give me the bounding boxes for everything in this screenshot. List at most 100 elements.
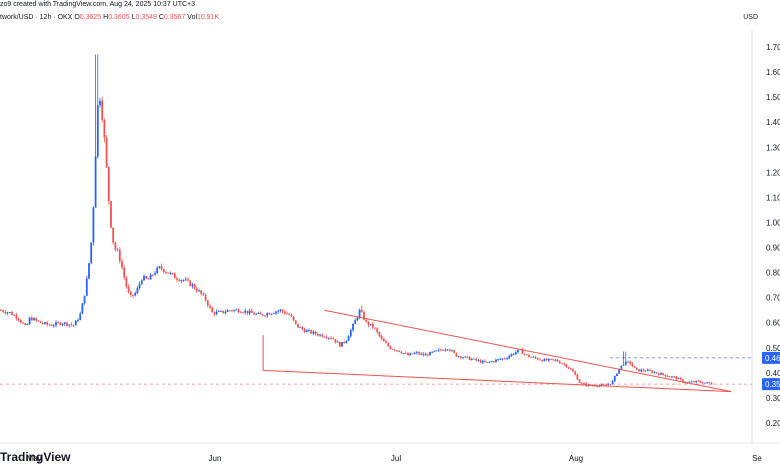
candle-body (398, 350, 401, 352)
candle-body (693, 381, 695, 383)
y-tick-label: 0.60 (766, 319, 780, 328)
candle-body (389, 346, 392, 350)
candle-body (572, 369, 574, 372)
candle-body (279, 309, 282, 311)
candle-body (431, 351, 434, 353)
candle-body (184, 279, 187, 281)
candle-body (217, 311, 220, 313)
candle-body (253, 312, 255, 315)
candle-body (479, 360, 482, 363)
price-badge-label: 0.46 (765, 354, 780, 363)
candle-body (415, 352, 418, 353)
candle-body (380, 335, 383, 339)
candle-body (290, 314, 293, 317)
candle-body (569, 368, 572, 370)
candle-body (345, 340, 348, 343)
candle-body (332, 338, 335, 340)
candle-body (187, 279, 189, 281)
candle-body (272, 313, 275, 315)
candle-body (8, 312, 11, 313)
candle-body (325, 337, 328, 339)
candle-body (455, 352, 458, 357)
candle-body (530, 356, 533, 358)
candle-body (387, 343, 390, 347)
y-tick-label: 0.80 (766, 269, 780, 278)
candle-body (497, 359, 500, 361)
candle-body (2, 310, 5, 313)
candle-body (281, 309, 284, 312)
candle-body (213, 312, 216, 315)
candle-body (13, 315, 16, 316)
candle-body (437, 349, 440, 351)
candle-body (319, 334, 321, 336)
candle-body (596, 386, 599, 387)
candle-body (360, 310, 363, 313)
candle-body (620, 365, 623, 369)
candle-body (316, 333, 319, 336)
candle-body (123, 267, 126, 278)
candle-body (369, 323, 372, 326)
candle-body (255, 313, 258, 315)
candle-body (481, 360, 484, 363)
candle-body (651, 370, 654, 373)
candle-body (365, 319, 368, 322)
candle-body (552, 359, 555, 360)
candle-body (136, 287, 139, 294)
candle-body (464, 356, 467, 358)
candle-body (640, 369, 643, 372)
x-tick-label: Se (752, 454, 762, 463)
candle-body (83, 295, 86, 304)
candle-body (668, 376, 671, 378)
candle-body (534, 356, 537, 359)
x-tick-label: Jun (209, 454, 222, 463)
candle-body (127, 286, 130, 292)
candle-body (11, 312, 13, 316)
candle-body (275, 311, 277, 314)
candle-body (250, 310, 253, 313)
candle-body (677, 378, 680, 380)
candle-body (545, 359, 548, 361)
symbol-label[interactable]: twork/USD · 12h · OKX (0, 14, 73, 21)
candle-body (52, 325, 55, 327)
candle-body (231, 310, 233, 312)
candle-body (118, 249, 121, 262)
volume-label: Vol (187, 14, 198, 21)
candle-body (657, 373, 660, 375)
candle-body (46, 322, 49, 325)
candle-body (407, 353, 409, 356)
candle-body (277, 310, 280, 312)
candle-body (134, 293, 137, 296)
candle-body (57, 322, 60, 324)
candle-body (409, 353, 412, 356)
candle-body (63, 322, 66, 324)
candle-body (655, 372, 658, 374)
candle-body (160, 266, 163, 270)
candle-body (404, 353, 407, 354)
candle-body (710, 383, 713, 385)
candle-body (576, 374, 579, 380)
candle-body (666, 376, 669, 377)
candle-body (341, 342, 343, 347)
candle-body (565, 364, 568, 368)
y-tick-label: 0.30 (766, 394, 780, 403)
candle-body (462, 357, 464, 359)
candle-body (35, 318, 38, 321)
candle-body (558, 361, 561, 364)
y-tick-label: 0.90 (766, 244, 780, 253)
candle-body (633, 366, 636, 368)
candle-body (385, 341, 387, 344)
candle-body (268, 313, 271, 315)
candle-body (699, 381, 702, 383)
candle-body (228, 310, 231, 312)
candle-body (125, 277, 128, 287)
y-tick-label: 1.30 (766, 143, 780, 152)
candle-body (242, 312, 244, 314)
candle-body (41, 323, 44, 324)
candle-body (178, 279, 181, 281)
y-tick-label: 1.20 (766, 168, 780, 177)
candle-body (138, 283, 141, 288)
candle-body (550, 358, 552, 360)
high-label: H (103, 14, 109, 21)
candle-body (506, 358, 508, 360)
